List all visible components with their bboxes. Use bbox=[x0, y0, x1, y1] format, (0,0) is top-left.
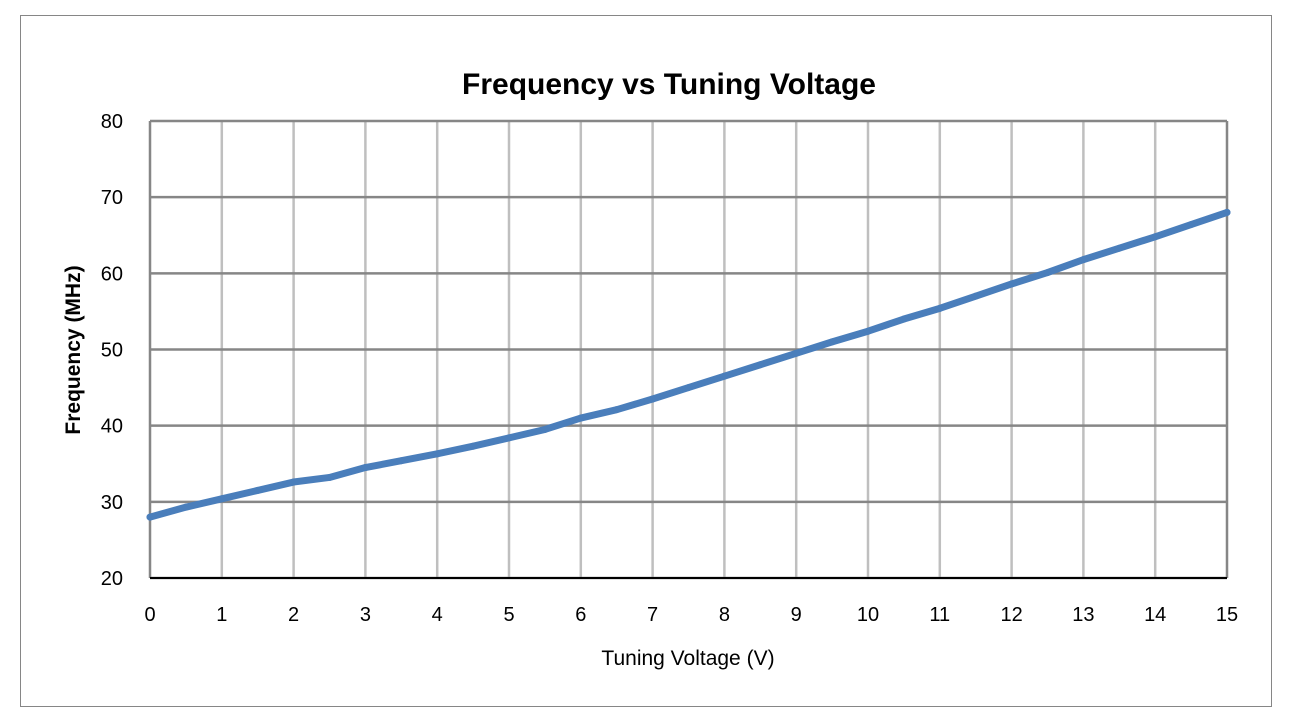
data-point bbox=[577, 414, 585, 422]
y-tick-label: 30 bbox=[101, 492, 123, 514]
data-point bbox=[397, 457, 405, 465]
y-tick-label: 70 bbox=[101, 187, 123, 209]
data-point bbox=[290, 478, 298, 486]
x-axis-label: Tuning Voltage (V) bbox=[601, 647, 774, 670]
x-tick-label: 0 bbox=[144, 604, 155, 626]
data-point bbox=[469, 442, 477, 450]
x-tick-label: 12 bbox=[1000, 604, 1022, 626]
x-tick-label: 4 bbox=[432, 604, 443, 626]
data-point bbox=[433, 450, 441, 458]
data-point bbox=[254, 486, 262, 494]
y-tick-label: 60 bbox=[101, 263, 123, 285]
x-tick-label: 2 bbox=[288, 604, 299, 626]
series-line bbox=[146, 208, 1231, 521]
x-tick-label: 10 bbox=[857, 604, 879, 626]
y-tick-label: 80 bbox=[101, 111, 123, 133]
data-point bbox=[218, 495, 226, 503]
data-point bbox=[756, 361, 764, 369]
data-point bbox=[864, 327, 872, 335]
x-tick-label: 1 bbox=[216, 604, 227, 626]
y-tick-label: 50 bbox=[101, 340, 123, 362]
x-tick-label: 3 bbox=[360, 604, 371, 626]
y-tick-label: 40 bbox=[101, 416, 123, 438]
x-tick-label: 11 bbox=[929, 604, 950, 626]
data-point bbox=[1151, 233, 1159, 241]
data-point bbox=[685, 384, 692, 392]
data-point bbox=[649, 395, 657, 403]
data-point bbox=[1115, 244, 1123, 252]
chart-frame bbox=[20, 15, 1272, 707]
data-point bbox=[182, 503, 190, 511]
x-tick-label: 15 bbox=[1216, 604, 1238, 626]
x-tick-label: 14 bbox=[1144, 604, 1166, 626]
data-point bbox=[1079, 256, 1087, 264]
data-point bbox=[505, 434, 513, 442]
data-point bbox=[720, 372, 728, 380]
x-tick-label: 8 bbox=[719, 604, 730, 626]
x-tick-label: 7 bbox=[647, 604, 658, 626]
x-tick-label: 13 bbox=[1072, 604, 1094, 626]
y-axis-label: Frequency (MHz) bbox=[62, 265, 85, 434]
data-point bbox=[541, 425, 549, 433]
x-tick-label: 5 bbox=[503, 604, 514, 626]
x-tick-label: 6 bbox=[575, 604, 586, 626]
data-point bbox=[361, 464, 369, 472]
data-point bbox=[1008, 280, 1016, 288]
data-point bbox=[1044, 269, 1051, 277]
data-point bbox=[792, 349, 800, 357]
data-point bbox=[1223, 208, 1231, 216]
data-point bbox=[146, 513, 154, 521]
x-tick-label: 9 bbox=[791, 604, 802, 626]
chart-title: Frequency vs Tuning Voltage bbox=[462, 68, 876, 101]
data-point bbox=[1187, 221, 1195, 229]
data-point bbox=[972, 292, 980, 300]
data-point bbox=[828, 338, 836, 346]
data-point bbox=[900, 315, 908, 323]
data-point bbox=[326, 473, 333, 481]
data-point bbox=[613, 406, 621, 414]
data-point bbox=[936, 304, 944, 312]
y-tick-label: 20 bbox=[101, 568, 123, 590]
